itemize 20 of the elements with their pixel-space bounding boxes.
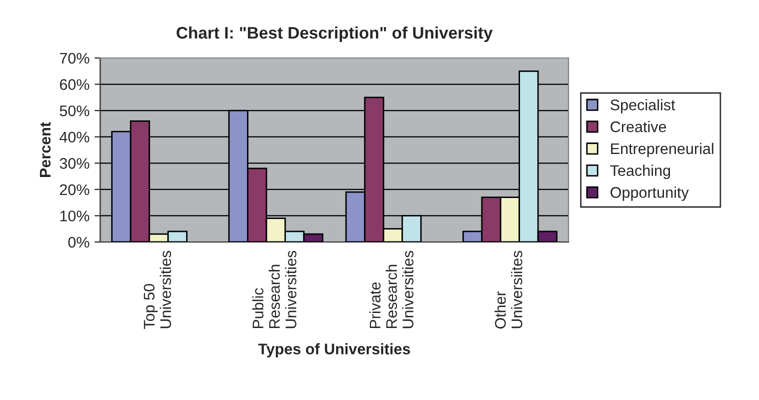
y-axis-title: Percent (40, 122, 51, 177)
legend-label: Creative (610, 121, 666, 132)
x-tick-label: Top 50 Universities (144, 250, 172, 329)
x-tick-label: Private Research Universities (369, 250, 414, 328)
y-tick-label: 60% (60, 79, 90, 90)
legend-label: Opportunity (610, 186, 689, 201)
legend-label: Teaching (610, 164, 670, 179)
chart-title: Chart I: "Best Description" of University (176, 26, 493, 42)
y-tick-label: 0% (68, 236, 90, 248)
x-tick-label: Other Universiites (494, 250, 522, 329)
x-tick-label: Public Research Universities (252, 250, 296, 328)
legend-label: Specialist (610, 99, 676, 114)
y-tick-label: 10% (60, 210, 90, 222)
y-tick-label: 50% (60, 105, 90, 116)
legend-label: Entrepreneurial (611, 142, 714, 158)
x-axis-title: Types of Universities (258, 343, 410, 358)
y-tick-label: 70% (60, 52, 90, 64)
y-tick-label: 30% (60, 158, 90, 169)
y-tick-label: 20% (60, 184, 90, 196)
y-tick-label: 40% (60, 132, 90, 143)
